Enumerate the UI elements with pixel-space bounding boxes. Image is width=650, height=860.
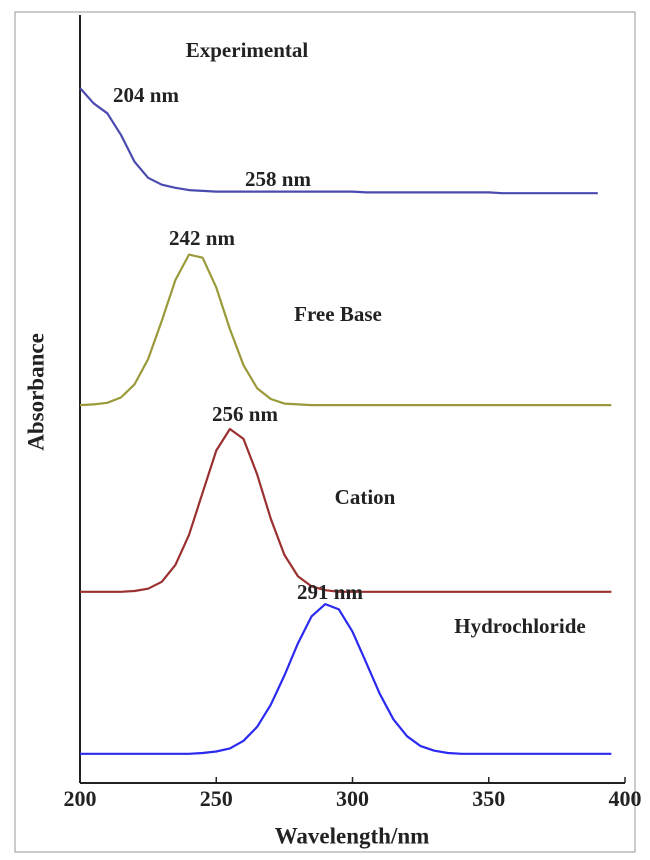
annotation: 256 nm: [212, 402, 278, 426]
y-axis-label: Absorbance: [23, 333, 48, 451]
spectrum-line: [80, 427, 612, 593]
x-tick-label: 400: [609, 786, 642, 811]
spectrum-line: [79, 87, 598, 195]
x-tick-label: 200: [64, 786, 97, 811]
x-axis-label: Wavelength/nm: [275, 823, 430, 848]
annotation: 291 nm: [297, 580, 363, 604]
annotation: 258 nm: [245, 167, 311, 191]
annotation: Hydrochloride: [454, 614, 585, 638]
x-tick-label: 300: [336, 786, 369, 811]
annotation: Free Base: [294, 302, 382, 326]
annotation: 204 nm: [113, 83, 179, 107]
annotation: 242 nm: [169, 226, 235, 250]
annotation: Experimental: [186, 38, 309, 62]
frame: [14, 11, 636, 853]
x-tick-label: 250: [200, 786, 233, 811]
annotation: Cation: [335, 485, 396, 509]
spectrum-line: [79, 253, 612, 407]
spectrum-line: [80, 603, 612, 755]
x-tick-label: 350: [472, 786, 505, 811]
